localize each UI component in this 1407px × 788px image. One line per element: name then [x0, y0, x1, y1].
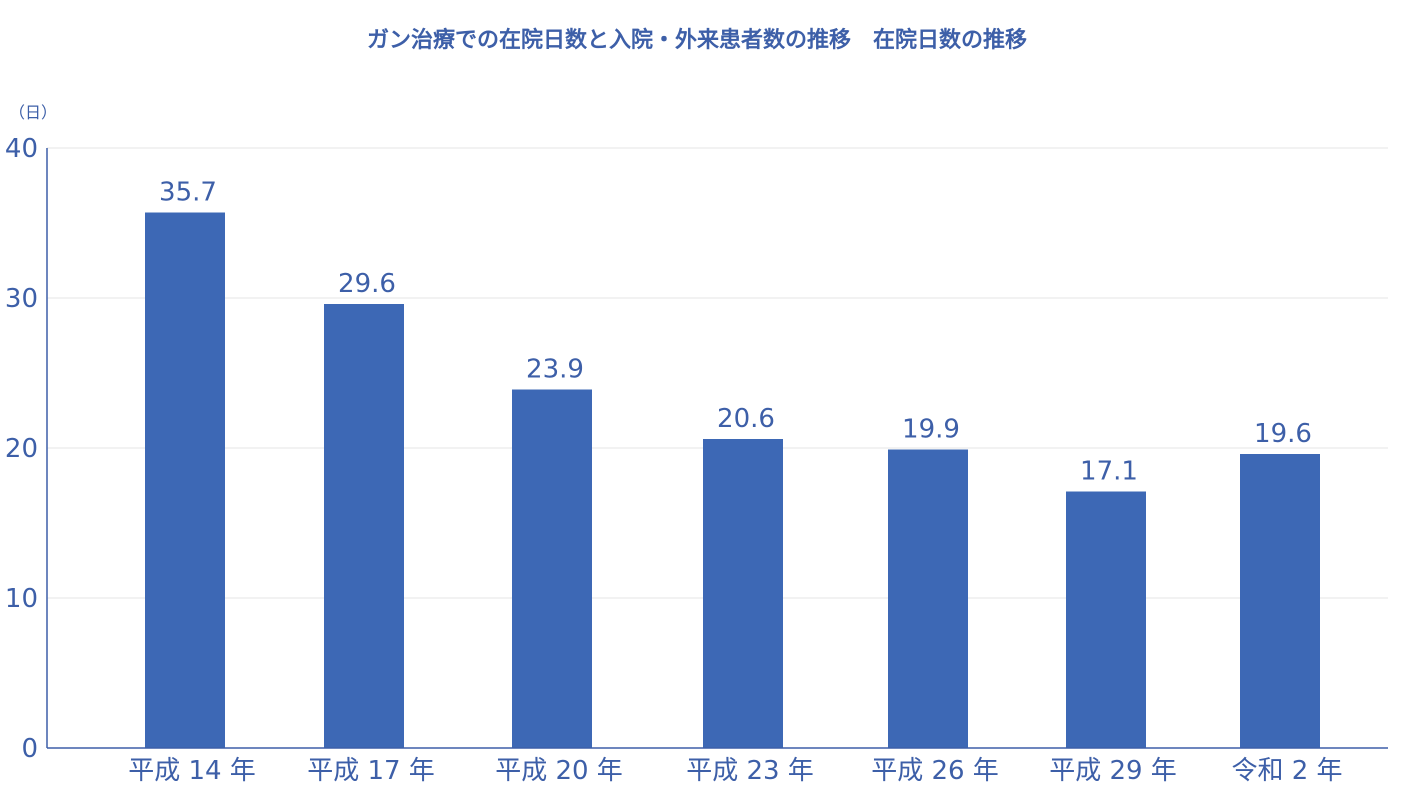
data-label: 35.7	[159, 178, 217, 208]
y-axis-unit-label: （日）	[9, 103, 57, 122]
x-category-label: 平成 29 年	[1049, 756, 1177, 786]
x-category-label: 平成 23 年	[686, 756, 814, 786]
x-category-label: 平成 17 年	[307, 756, 435, 786]
y-tick-label: 0	[21, 734, 38, 764]
data-label: 20.6	[717, 404, 775, 434]
bar	[1240, 454, 1320, 748]
bar	[324, 304, 404, 748]
y-tick-label: 40	[5, 134, 38, 164]
bar	[888, 449, 968, 748]
data-label: 19.9	[902, 415, 960, 445]
bar	[1066, 491, 1146, 748]
y-axis-ticks: 0 10 20 30 40	[5, 134, 38, 764]
bar	[703, 439, 783, 748]
y-tick-label: 10	[5, 584, 38, 614]
y-tick-label: 30	[5, 284, 38, 314]
data-label: 29.6	[338, 269, 396, 299]
x-category-label: 平成 20 年	[495, 756, 623, 786]
data-labels: 35.7 29.6 23.9 20.6 19.9 17.1 19.6	[159, 178, 1312, 487]
chart-title: ガン治療での在院日数と入院・外来患者数の推移 在院日数の推移	[367, 27, 1027, 53]
bar	[145, 212, 225, 748]
bars	[145, 212, 1320, 748]
x-axis-categories: 平成 14 年 平成 17 年 平成 20 年 平成 23 年 平成 26 年 平成 29…	[128, 756, 1342, 786]
x-category-label: 平成 26 年	[871, 756, 999, 786]
x-category-label: 令和 2 年	[1231, 756, 1342, 786]
y-tick-label: 20	[5, 434, 38, 464]
data-label: 19.6	[1254, 419, 1312, 449]
bar	[512, 389, 592, 748]
data-label: 17.1	[1080, 457, 1138, 487]
data-label: 23.9	[526, 355, 584, 385]
x-category-label: 平成 14 年	[128, 756, 256, 786]
